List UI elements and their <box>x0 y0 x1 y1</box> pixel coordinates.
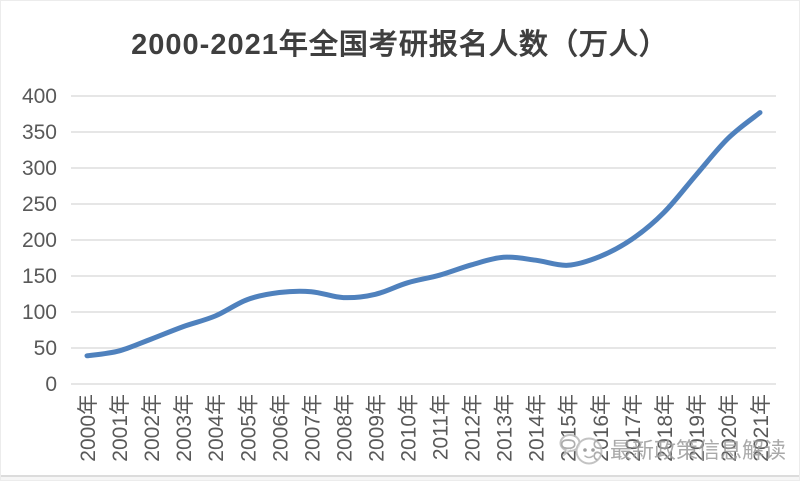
data-line <box>84 110 763 359</box>
x-axis-label: 2007年 <box>301 394 324 462</box>
watermark: 最新政策信息解读 <box>559 429 786 469</box>
y-axis-label: 150 <box>22 265 57 288</box>
y-axis-label: 400 <box>22 85 57 108</box>
x-axis-label: 2008年 <box>333 394 356 462</box>
y-axis-label: 250 <box>22 193 57 216</box>
x-axis-label: 2017年 <box>622 394 645 462</box>
x-axis-label: 2010年 <box>397 394 420 462</box>
x-axis-label: 2013年 <box>494 394 517 462</box>
x-axis-label: 2000年 <box>77 394 100 462</box>
chat-face-icon <box>559 429 605 469</box>
x-axis-label: 2005年 <box>237 394 260 462</box>
x-axis-label: 2020年 <box>718 394 741 462</box>
page-bottom-divider <box>1 475 799 477</box>
x-axis-label: 2018年 <box>654 394 677 462</box>
y-axis-label: 50 <box>34 337 57 360</box>
chart-title: 2000-2021年全国考研报名人数（万人） <box>131 29 669 61</box>
watermark-label: 最新政策信息解读 <box>610 438 787 463</box>
x-axis-label: 2011年 <box>430 394 453 460</box>
x-axis-label: 2001年 <box>109 394 132 462</box>
page-bottom-strip <box>1 477 799 480</box>
y-axis-label: 200 <box>22 229 57 252</box>
y-axis-label: 0 <box>45 373 57 396</box>
x-axis-label: 2004年 <box>205 394 228 462</box>
x-axis-label: 2003年 <box>173 394 196 462</box>
x-axis-label: 2009年 <box>365 394 388 462</box>
y-axis-label: 300 <box>22 157 57 180</box>
x-axis-label: 2014年 <box>526 394 549 462</box>
x-axis-label: 2021年 <box>750 394 773 462</box>
y-axis-label: 350 <box>22 121 57 144</box>
x-axis-label: 2006年 <box>269 394 292 462</box>
y-axis-label: 100 <box>22 301 57 324</box>
x-axis-label: 2002年 <box>141 394 164 462</box>
x-axis-label: 2012年 <box>462 394 485 462</box>
x-axis-label: 2019年 <box>686 394 709 462</box>
